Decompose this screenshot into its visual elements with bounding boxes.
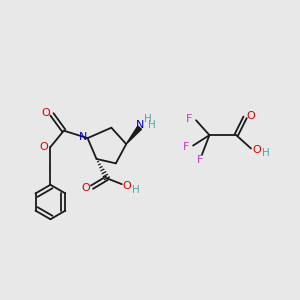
Text: O: O: [40, 142, 48, 152]
Text: F: F: [186, 114, 193, 124]
Text: O: O: [252, 145, 261, 155]
Text: O: O: [41, 108, 50, 118]
Text: N: N: [79, 132, 87, 142]
Polygon shape: [126, 126, 141, 144]
Text: N: N: [136, 120, 144, 130]
Text: H: H: [262, 148, 270, 158]
Text: O: O: [123, 181, 131, 191]
Text: F: F: [197, 155, 204, 165]
Text: H: H: [148, 120, 155, 130]
Text: F: F: [183, 142, 190, 152]
Text: H: H: [144, 114, 152, 124]
Text: H: H: [132, 184, 140, 194]
Text: O: O: [82, 183, 91, 193]
Text: O: O: [247, 110, 255, 121]
